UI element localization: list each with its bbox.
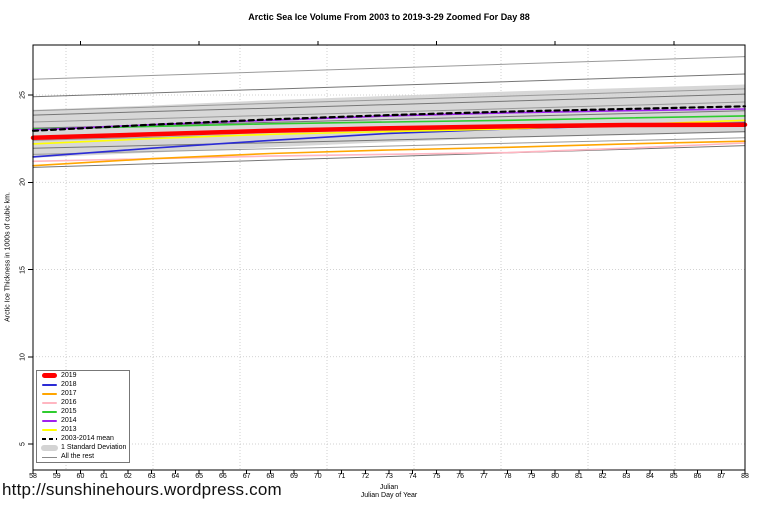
legend-item: 2018 [37, 380, 129, 389]
x-tick-label: 63 [147, 473, 156, 480]
x-axis-label-line2: Julian Day of Year [360, 492, 418, 499]
legend-line-swatch-icon [41, 401, 57, 404]
legend-thick-swatch-icon [41, 373, 57, 379]
x-tick-label: 85 [669, 473, 678, 480]
x-tick-label: 61 [100, 473, 109, 480]
legend-label: 2017 [61, 389, 77, 397]
series-line-2017 [32, 140, 746, 167]
x-tick-label: 65 [195, 473, 204, 480]
x-tick-label: 69 [290, 473, 298, 480]
y-tick-label: 5 [19, 442, 27, 446]
x-tick-label: 79 [527, 473, 536, 480]
legend: 2019 2018 2017 2016 2015 2014 2013 2003-2014 me… [36, 370, 130, 463]
legend-line-swatch-icon [41, 383, 57, 386]
legend-label: 2015 [61, 407, 77, 415]
x-axis-label-line1: Julian [379, 484, 399, 491]
rest-year-line [32, 145, 746, 168]
x-tick-label: 67 [242, 473, 251, 480]
legend-item: All the rest [37, 453, 129, 462]
rest-year-line [32, 88, 746, 112]
legend-item: 2019 [37, 371, 129, 380]
x-tick-label: 81 [574, 473, 583, 480]
chart-title: Arctic Sea Ice Volume From 2003 to 2019-… [248, 12, 530, 22]
watermark-url: http://sunshinehours.wordpress.com [2, 480, 282, 499]
x-tick-label: 59 [52, 473, 61, 480]
x-tick-label: 71 [337, 473, 346, 480]
x-tick-label: 75 [432, 473, 441, 480]
legend-line-swatch-icon [41, 429, 57, 432]
legend-label: 2018 [61, 380, 77, 388]
x-tick-label: 76 [456, 473, 465, 480]
x-tick-label: 64 [171, 473, 180, 480]
legend-line-swatch-icon [41, 410, 57, 413]
legend-swatch-cell [37, 373, 61, 379]
legend-line-swatch-icon [41, 419, 57, 422]
legend-swatch-cell [37, 437, 61, 441]
x-tick-label: 66 [218, 473, 227, 480]
x-tick-label: 73 [385, 473, 393, 480]
legend-item: 2016 [37, 398, 129, 407]
rest-year-line [32, 137, 746, 155]
legend-dashed-swatch-icon [41, 437, 57, 441]
legend-item: 1 Standard Deviation [37, 444, 129, 453]
std-deviation-band [33, 84, 745, 158]
legend-item: 2003-2014 mean [37, 435, 129, 444]
legend-item: 2013 [37, 426, 129, 435]
legend-label: 2016 [61, 398, 77, 406]
legend-item: 2014 [37, 416, 129, 425]
x-tick-label: 62 [124, 473, 132, 480]
y-axis-label: Arctic Ice Thickness in 1000s of cubic k… [4, 192, 12, 322]
x-tick-label: 82 [598, 473, 607, 480]
x-tick-label: 72 [361, 473, 370, 480]
legend-label: All the rest [61, 453, 95, 461]
legend-swatch-cell [37, 456, 61, 458]
legend-label: 2014 [61, 416, 77, 424]
legend-item: 2015 [37, 407, 129, 416]
series-line-2015 [32, 115, 746, 130]
legend-swatch-cell [37, 383, 61, 386]
legend-swatch-cell [37, 445, 61, 452]
legend-line-swatch-icon [41, 392, 57, 395]
legend-swatch-cell [37, 419, 61, 422]
legend-label: 2019 [61, 371, 77, 379]
legend-thin-swatch-icon [41, 456, 57, 458]
x-tick-label: 80 [551, 473, 560, 480]
series-line-2019 [30, 122, 748, 141]
rest-year-line [32, 93, 746, 116]
legend-label: 1 Standard Deviation [61, 444, 127, 452]
y-tick-label: 15 [19, 265, 27, 274]
rest-year-line [32, 56, 746, 80]
x-tick-label: 78 [503, 473, 512, 480]
x-tick-label: 77 [480, 473, 488, 480]
x-tick-label: 60 [76, 473, 85, 480]
x-tick-label: 68 [266, 473, 275, 480]
legend-swatch-cell [37, 410, 61, 413]
series-line-2003-2014-mean [31, 105, 747, 132]
x-tick-label: 58 [29, 473, 37, 480]
legend-label: 2003-2014 mean [61, 435, 114, 443]
rest-year-line [32, 73, 746, 98]
x-tick-label: 84 [646, 473, 654, 480]
x-tick-label: 86 [693, 473, 702, 480]
x-tick-label: 83 [622, 473, 631, 480]
x-tick-label: 74 [408, 473, 417, 480]
x-tick-label: 87 [717, 473, 726, 480]
rest-year-line [32, 131, 746, 149]
legend-band-swatch-icon [40, 445, 58, 452]
y-tick-label: 10 [19, 352, 27, 361]
x-tick-label: 88 [741, 473, 749, 480]
legend-swatch-cell [37, 392, 61, 395]
y-tick-label: 20 [19, 178, 27, 187]
legend-swatch-cell [37, 429, 61, 432]
y-tick-label: 25 [19, 91, 27, 99]
legend-swatch-cell [37, 401, 61, 404]
legend-item: 2017 [37, 389, 129, 398]
rest-year-line [32, 101, 746, 123]
x-tick-label: 70 [313, 473, 322, 480]
legend-label: 2013 [61, 426, 77, 434]
